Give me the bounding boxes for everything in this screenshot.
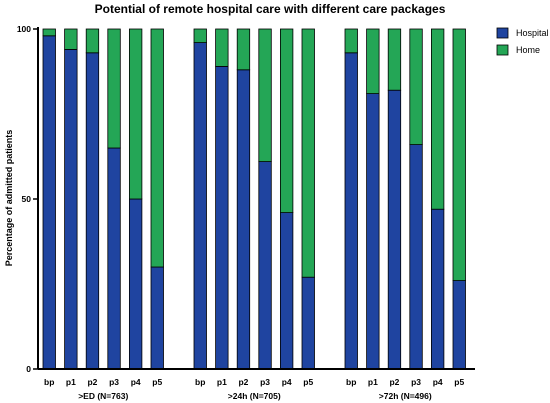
bar-home-g3-p4 xyxy=(430,28,445,210)
x-tick-label-g3-p3: p3 xyxy=(411,377,421,387)
legend-item-home: Home xyxy=(496,44,540,56)
x-tick-label-g2-bp: bp xyxy=(195,377,205,387)
bar-home-g2-p3 xyxy=(258,28,272,163)
bar-home-g2-p1 xyxy=(215,28,229,67)
y-tick-label-50: 50 xyxy=(22,194,32,204)
bars-layer xyxy=(42,28,466,370)
bar-home-g1-bp xyxy=(42,28,56,37)
bar-hospital-g3-p2 xyxy=(387,89,402,370)
bar-home-g1-p2 xyxy=(85,28,100,54)
x-tick-label-g3-bp: bp xyxy=(346,377,356,387)
bar-home-g2-p4 xyxy=(279,28,294,214)
bar-home-g3-p1 xyxy=(366,28,380,94)
bar-home-g3-p3 xyxy=(409,28,423,145)
bar-hospital-g2-bp xyxy=(193,42,207,370)
bar-home-g3-p5 xyxy=(452,28,466,282)
x-tick-label-g1-p4: p4 xyxy=(131,377,141,387)
x-tick-label-g1-p5: p5 xyxy=(152,377,162,387)
bar-home-g1-p1 xyxy=(64,28,78,50)
x-tick-label-g3-p1: p1 xyxy=(368,377,378,387)
group-label-1: >ED (N=763) xyxy=(78,391,128,401)
y-axis-label: Percentage of admitted patients xyxy=(4,130,14,267)
y-ticks: 0 50 100 xyxy=(17,24,38,374)
legend-label-home: Home xyxy=(516,45,540,55)
legend-label-hospital: Hospital xyxy=(516,28,549,38)
bar-hospital-g2-p1 xyxy=(215,66,229,370)
legend-swatch-hospital xyxy=(496,27,509,39)
legend-item-hospital: Hospital xyxy=(496,27,549,39)
bar-hospital-g1-p3 xyxy=(107,147,121,370)
x-tick-label-g2-p3: p3 xyxy=(260,377,270,387)
bar-hospital-g1-p5 xyxy=(150,266,164,370)
bar-hospital-g3-p3 xyxy=(409,144,423,370)
bar-hospital-g3-p5 xyxy=(452,280,466,370)
bar-hospital-g3-p4 xyxy=(430,208,445,370)
bar-home-g2-p5 xyxy=(301,28,315,278)
bar-hospital-g1-p1 xyxy=(64,49,78,370)
x-tick-label-g3-p5: p5 xyxy=(454,377,464,387)
bar-home-g1-p4 xyxy=(128,28,143,200)
bar-home-g2-p2 xyxy=(236,28,251,71)
x-tick-label-g1-bp: bp xyxy=(44,377,54,387)
x-tick-label-g1-p1: p1 xyxy=(66,377,76,387)
bar-hospital-g2-p4 xyxy=(279,212,294,370)
group-labels: >ED (N=763) >24h (N=705) >72h (N=496) xyxy=(78,391,432,401)
x-tick-label-g1-p2: p2 xyxy=(87,377,97,387)
group-label-2: >24h (N=705) xyxy=(228,391,281,401)
bar-home-g2-bp xyxy=(193,28,207,44)
bar-hospital-g2-p2 xyxy=(236,69,251,370)
x-ticks: bp p1 p2 p3 p4 p5 bp p1 p2 p3 p4 p5 bp p1 p2 p3 p4 p5 xyxy=(44,377,464,387)
bar-hospital-g1-p2 xyxy=(85,52,100,370)
bar-hospital-g2-p5 xyxy=(301,276,315,370)
bar-home-g1-p5 xyxy=(150,28,164,268)
bar-hospital-g1-p4 xyxy=(128,198,143,370)
legend: Hospital Home xyxy=(496,27,549,56)
y-tick-label-100: 100 xyxy=(17,24,31,34)
bar-hospital-g2-p3 xyxy=(258,161,272,370)
y-tick-label-0: 0 xyxy=(26,364,31,374)
bar-home-g3-p2 xyxy=(387,28,402,91)
bar-hospital-g1-bp xyxy=(42,35,56,370)
bar-home-g1-p3 xyxy=(107,28,121,149)
x-tick-label-g3-p4: p4 xyxy=(433,377,443,387)
bar-hospital-g3-p1 xyxy=(366,93,380,370)
x-tick-label-g2-p1: p1 xyxy=(217,377,227,387)
x-tick-label-g2-p2: p2 xyxy=(238,377,248,387)
chart-title: Potential of remote hospital care with d… xyxy=(95,2,446,16)
bar-hospital-g3-bp xyxy=(344,52,358,370)
x-tick-label-g2-p5: p5 xyxy=(303,377,313,387)
x-tick-label-g3-p2: p2 xyxy=(389,377,399,387)
legend-swatch-home xyxy=(496,44,509,56)
x-tick-label-g2-p4: p4 xyxy=(282,377,292,387)
x-tick-label-g1-p3: p3 xyxy=(109,377,119,387)
group-label-3: >72h (N=496) xyxy=(379,391,432,401)
bar-home-g3-bp xyxy=(344,28,358,54)
